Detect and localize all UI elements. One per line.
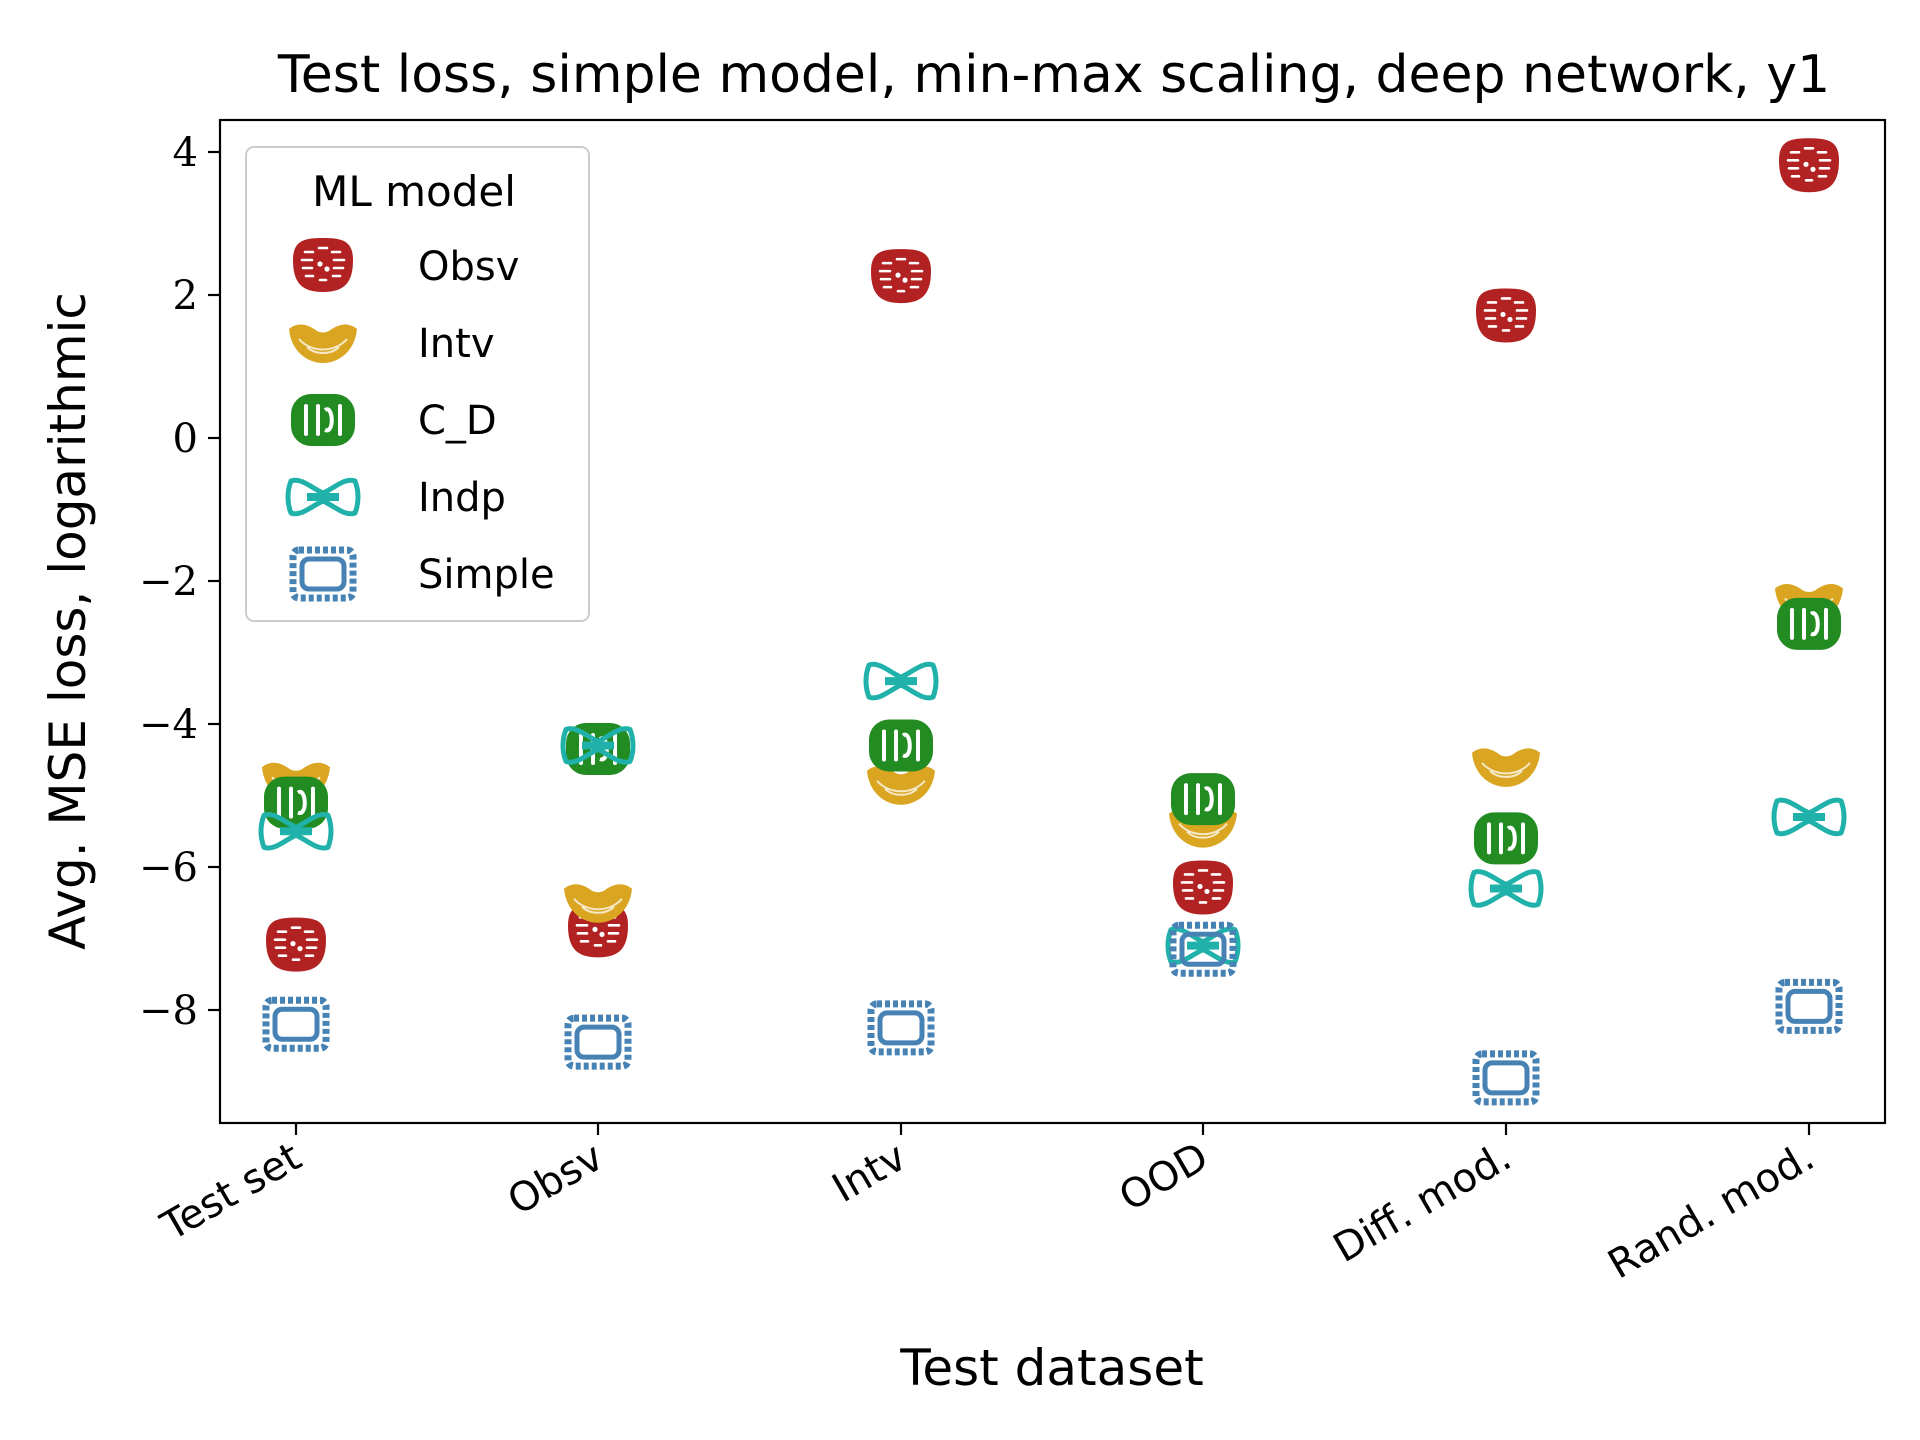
point-simple	[568, 1018, 628, 1066]
y-tick-label: −4	[139, 702, 198, 748]
point-indp	[866, 664, 936, 698]
y-tick-label: −2	[139, 559, 198, 605]
point-c-d	[1775, 595, 1843, 652]
legend-label: Intv	[418, 321, 495, 367]
x-axis: Test set Obsv Intv OOD Diff. mod. Rand. mod.	[153, 1123, 1822, 1288]
legend-label: C_D	[418, 398, 497, 444]
point-indp	[1471, 872, 1541, 906]
x-axis-label: Test dataset	[899, 1339, 1203, 1397]
point-simple	[871, 1004, 931, 1052]
plot-frame	[218, 118, 1887, 1125]
chart-title: Test loss, simple model, min-max scaling…	[277, 45, 1830, 105]
point-obsv	[264, 916, 328, 973]
x-tick-label: Diff. mod.	[1326, 1134, 1519, 1272]
point-c-d	[262, 774, 330, 831]
point-intv	[866, 765, 936, 806]
y-tick-label: −8	[139, 988, 198, 1034]
point-indp	[1774, 800, 1844, 834]
y-tick-label: −6	[139, 845, 198, 891]
legend-label: Simple	[418, 552, 555, 598]
x-tick-label: OOD	[1112, 1134, 1216, 1221]
legend-label: Indp	[418, 475, 506, 521]
legend-label: Obsv	[418, 244, 519, 290]
legend-marker	[289, 392, 357, 448]
point-obsv	[1777, 137, 1841, 194]
point-obsv	[1171, 859, 1235, 916]
x-tick-label: Obsv	[500, 1134, 611, 1225]
point-c-d	[1169, 771, 1237, 828]
x-tick-label: Intv	[825, 1134, 914, 1212]
point-obsv	[1474, 287, 1538, 344]
legend: ML model Obsv Intv C_D Indp Simple	[245, 146, 590, 622]
x-tick-label: Test set	[153, 1134, 309, 1251]
legend-title: ML model	[312, 167, 516, 216]
point-simple	[266, 1000, 326, 1048]
point-c-d	[1472, 810, 1540, 867]
point-obsv	[869, 247, 933, 305]
y-axis: 4 2 0 −2 −4 −6 −8	[139, 130, 220, 1034]
x-tick-label: Rand. mod.	[1601, 1134, 1822, 1288]
y-tick-label: 4	[173, 130, 198, 176]
y-tick-label: 0	[173, 416, 198, 462]
y-axis-label: Avg. MSE loss, logarithmic	[39, 292, 97, 950]
point-simple	[1476, 1054, 1536, 1102]
y-tick-label: 2	[173, 273, 198, 319]
point-intv	[1471, 747, 1541, 788]
point-c-d	[867, 717, 935, 774]
point-simple	[1779, 982, 1839, 1030]
legend-marker	[291, 236, 355, 294]
